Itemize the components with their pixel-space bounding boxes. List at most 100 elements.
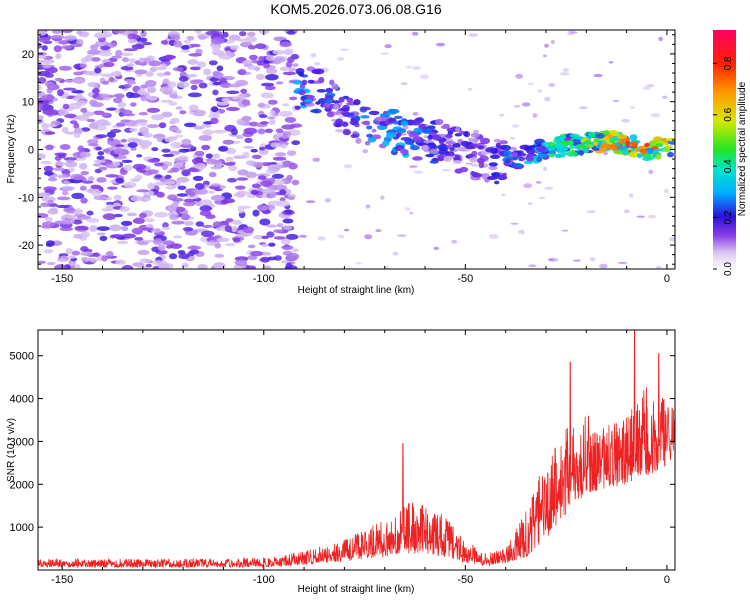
- spectrogram-cell: [220, 82, 232, 88]
- spectrogram-cell: [603, 151, 608, 156]
- spectrogram-cell: [146, 124, 159, 129]
- spectrogram-cell: [145, 263, 152, 268]
- spectrogram-cell: [304, 99, 313, 103]
- spectrogram-cell: [119, 108, 126, 113]
- spectrogram-cell: [285, 262, 293, 269]
- spectrogram-cell: [199, 210, 212, 217]
- spectrogram-cell: [446, 144, 453, 149]
- spectrogram-cell: [143, 218, 156, 223]
- spectrogram-cell: [493, 138, 501, 143]
- spectrogram-cell: [159, 86, 174, 93]
- spectrogram-cell: [366, 133, 373, 138]
- colorbar-tick-label: 0.8: [723, 56, 734, 70]
- spectrogram-cell: [400, 120, 409, 127]
- spectrogram-cell: [154, 211, 168, 218]
- spectrogram-cell: [58, 109, 69, 116]
- spectrogram-cell: [181, 138, 192, 146]
- spectrogram-cell: [547, 141, 556, 148]
- spectrogram-cell: [272, 49, 286, 55]
- spectrogram-cell: [92, 88, 100, 94]
- spectrogram-cell: [274, 184, 287, 191]
- spectrogram-cell: [400, 148, 409, 155]
- spectrogram-cell: [86, 210, 94, 216]
- spectrogram-cell: [154, 228, 161, 232]
- spectrogram-cell: [52, 167, 65, 171]
- spectrogram-cell: [264, 85, 276, 91]
- spectrogram-cell: [259, 146, 266, 151]
- spectrogram-cell: [543, 166, 548, 172]
- spectrogram-cell: [236, 38, 249, 42]
- spectrogram-cell: [208, 171, 217, 178]
- spectrogram-cell: [113, 194, 122, 201]
- spectrogram-cell: [80, 251, 94, 256]
- spectrogram-cell: [161, 164, 168, 171]
- spectrogram-cell: [153, 238, 163, 246]
- snr-ticks: -150 -100 -50 0 1000 2000 3000 4000 5000: [10, 330, 675, 586]
- spectrogram-cell: [50, 34, 65, 40]
- spectrogram-cell: [105, 174, 119, 178]
- spectrogram-cell: [169, 150, 181, 156]
- spectrogram-cell: [322, 103, 332, 109]
- spectrogram-cell: [276, 131, 284, 137]
- spectrogram-cell: [115, 144, 125, 148]
- spectrogram-cell: [490, 172, 500, 177]
- spectrogram-cell: [459, 166, 469, 173]
- spectrogram-cell: [153, 162, 165, 167]
- spectrogram-cell: [189, 79, 201, 85]
- spectrogram-cell: [177, 155, 189, 161]
- spectrogram-cell: [305, 200, 316, 204]
- spectrogram-cell: [194, 156, 204, 163]
- colorbar-tick-label: 0.4: [723, 159, 734, 173]
- spectrogram-cell: [61, 218, 75, 225]
- spectrogram-cell: [158, 263, 170, 269]
- spectrogram-cell: [99, 235, 108, 242]
- spectrogram-cell: [80, 171, 89, 176]
- spectrogram-cell: [571, 151, 578, 157]
- spectrogram-cell: [236, 177, 249, 181]
- spectrogram-cell: [62, 190, 69, 196]
- spectrogram-cell: [161, 226, 171, 230]
- spectrogram-cell: [266, 231, 275, 238]
- spectrogram-cell: [178, 148, 190, 153]
- spectrogram-cell: [151, 147, 159, 152]
- spectrogram-cell: [195, 221, 204, 227]
- spectrogram-cell: [226, 90, 240, 95]
- spectrogram-cell: [404, 207, 411, 211]
- spectrogram-cell: [350, 134, 358, 138]
- spectrogram-cell: [127, 142, 138, 148]
- spectrogram-cell: [105, 107, 117, 111]
- spectrogram-cell: [189, 249, 199, 255]
- spectrogram-cell: [58, 40, 70, 45]
- spectrogram-cell: [98, 51, 113, 57]
- spectrogram-cell: [267, 99, 278, 105]
- spectrogram-cell: [170, 117, 180, 124]
- spectrogram-cell: [292, 63, 299, 67]
- spectrogram-cell: [140, 144, 149, 150]
- spectrogram-cell: [110, 234, 125, 239]
- spectrogram-cell: [213, 72, 224, 79]
- spectrogram-cell: [465, 162, 473, 165]
- spectrogram-cell: [410, 145, 420, 151]
- spectrogram-cell: [646, 84, 655, 87]
- spectrogram-cell: [53, 45, 62, 53]
- spectrogram-cell: [500, 144, 512, 151]
- spectrogram-cell: [548, 258, 554, 262]
- spectrogram-cell: [44, 131, 56, 135]
- spectrogram-y-tick-label: 0: [28, 145, 34, 157]
- spectrogram-cell: [109, 224, 122, 232]
- spectrogram-cell: [83, 70, 96, 76]
- spectrogram-cell: [120, 220, 133, 226]
- spectrogram-cell: [338, 115, 346, 118]
- colorbar-tick-label: 0.0: [723, 262, 734, 276]
- spectrogram-cell: [386, 132, 397, 139]
- spectrogram-cell: [412, 66, 422, 70]
- spectrogram-cell: [225, 243, 236, 247]
- spectrogram-cell: [646, 155, 656, 160]
- spectrogram-cell: [203, 68, 212, 76]
- spectrogram-cell: [94, 67, 102, 74]
- spectrogram-cell: [275, 200, 290, 207]
- spectrogram-cell: [194, 150, 205, 157]
- spectrogram-cell: [159, 63, 168, 70]
- spectrogram-cell: [333, 103, 340, 110]
- spectrogram-cell: [132, 218, 145, 224]
